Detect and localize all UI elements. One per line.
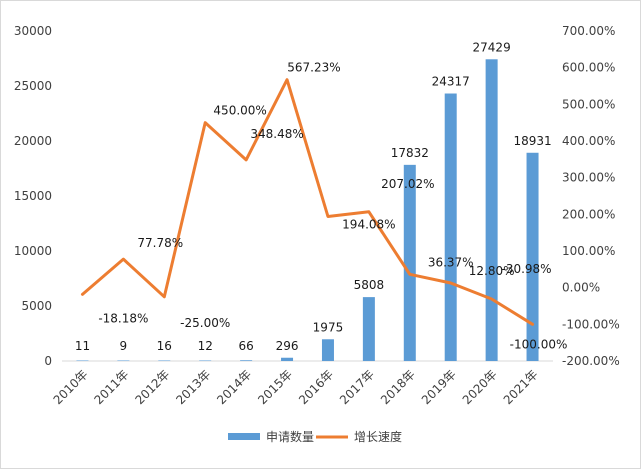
bar-data-label: 27429 — [473, 40, 511, 54]
right-axis-tick-label: 400.00% — [562, 134, 615, 148]
bar — [362, 297, 375, 361]
bar — [485, 59, 498, 361]
right-axis-tick-label: 300.00% — [562, 171, 615, 185]
bar — [403, 164, 416, 361]
x-axis-tick-label: 2010年 — [51, 367, 91, 407]
bar — [526, 152, 539, 361]
x-axis-tick-label: 2016年 — [296, 367, 336, 407]
line-data-label: 348.48% — [250, 127, 303, 141]
line-data-label: 36.37% — [428, 255, 474, 269]
growth-line — [80, 78, 535, 326]
line-data-label: 77.78% — [137, 236, 183, 250]
right-axis-tick-label: 100.00% — [562, 244, 615, 258]
left-axis-tick-label: 25000 — [14, 79, 52, 93]
x-axis-tick-label: 2014年 — [214, 367, 254, 407]
x-axis-tick-label: 2013年 — [173, 367, 213, 407]
bar-data-label: 17832 — [391, 146, 429, 160]
line-data-label: 207.02% — [381, 177, 434, 191]
x-axis-tick-label: 2017年 — [337, 367, 377, 407]
legend-label-bar: 申请数量 — [266, 429, 314, 444]
bar-data-label: 5808 — [354, 278, 385, 292]
bar-data-label: 1975 — [313, 320, 344, 334]
bar-data-label: 24317 — [432, 75, 470, 89]
bar — [321, 339, 334, 361]
left-axis-tick-label: 20000 — [14, 134, 52, 148]
bar-data-label: 16 — [157, 339, 172, 353]
line-data-label: -100.00% — [510, 337, 568, 351]
x-axis-tick-label: 2021年 — [501, 367, 541, 407]
x-axis: 2010年 2011年 2012年 2013年 2014年 2015年 2016年 2017年… — [51, 360, 553, 407]
line-data-labels: -18.18% 77.78% -25.00% 450.00% 348.48% 567.23… — [98, 61, 567, 352]
line-data-label: -25.00% — [180, 316, 230, 330]
legend: 申请数量 增长速度 — [228, 429, 402, 444]
legend-swatch-bar — [228, 433, 260, 440]
bar-data-label: 18931 — [513, 134, 551, 148]
right-y-axis: -200.00% -100.00% 0.00% 100.00% 200.00% 300.0… — [562, 24, 620, 368]
bar-data-label: 296 — [276, 339, 299, 353]
line-series — [80, 78, 535, 326]
bar-data-labels: 11 9 16 12 66 296 1975 5808 17832 24317 27429 18931 — [75, 40, 552, 353]
right-axis-tick-label: 700.00% — [562, 24, 615, 38]
bar — [444, 93, 457, 361]
bar-data-label: 11 — [75, 339, 90, 353]
left-y-axis: 0 5000 10000 15000 20000 25000 30000 — [14, 24, 52, 368]
bar — [240, 360, 253, 361]
x-axis-tick-label: 2020年 — [460, 367, 500, 407]
bar — [158, 360, 171, 361]
bar-data-label: 66 — [238, 339, 253, 353]
left-axis-tick-label: 0 — [44, 354, 52, 368]
right-axis-tick-label: 200.00% — [562, 207, 615, 221]
line-data-label: 12.80% — [469, 264, 515, 278]
bar-series — [76, 59, 539, 361]
right-axis-tick-label: 500.00% — [562, 97, 615, 111]
bar — [281, 357, 294, 361]
line-data-label: -18.18% — [98, 311, 148, 325]
bar — [117, 360, 130, 361]
x-axis-tick-label: 2011年 — [92, 367, 132, 407]
left-axis-tick-label: 30000 — [14, 24, 52, 38]
x-axis-tick-label: 2012年 — [132, 367, 172, 407]
line-data-label: -30.98% — [501, 262, 551, 276]
bar — [199, 360, 212, 361]
left-axis-tick-label: 5000 — [21, 299, 52, 313]
right-axis-tick-label: 0.00% — [562, 281, 600, 295]
right-axis-tick-label: -100.00% — [562, 317, 620, 331]
bar-data-label: 12 — [198, 339, 213, 353]
legend-label-line: 增长速度 — [354, 429, 402, 444]
x-axis-tick-label: 2018年 — [378, 367, 418, 407]
left-axis-tick-label: 15000 — [14, 189, 52, 203]
x-axis-tick-label: 2015年 — [255, 367, 295, 407]
line-data-label: 194.08% — [342, 218, 395, 232]
bar — [76, 360, 89, 361]
right-axis-tick-label: -200.00% — [562, 354, 620, 368]
bar-data-label: 9 — [120, 339, 128, 353]
x-axis-tick-label: 2019年 — [419, 367, 459, 407]
line-data-label: 450.00% — [213, 104, 266, 118]
line-data-label: 567.23% — [287, 61, 340, 75]
left-axis-tick-label: 10000 — [14, 244, 52, 258]
right-axis-tick-label: 600.00% — [562, 61, 615, 75]
